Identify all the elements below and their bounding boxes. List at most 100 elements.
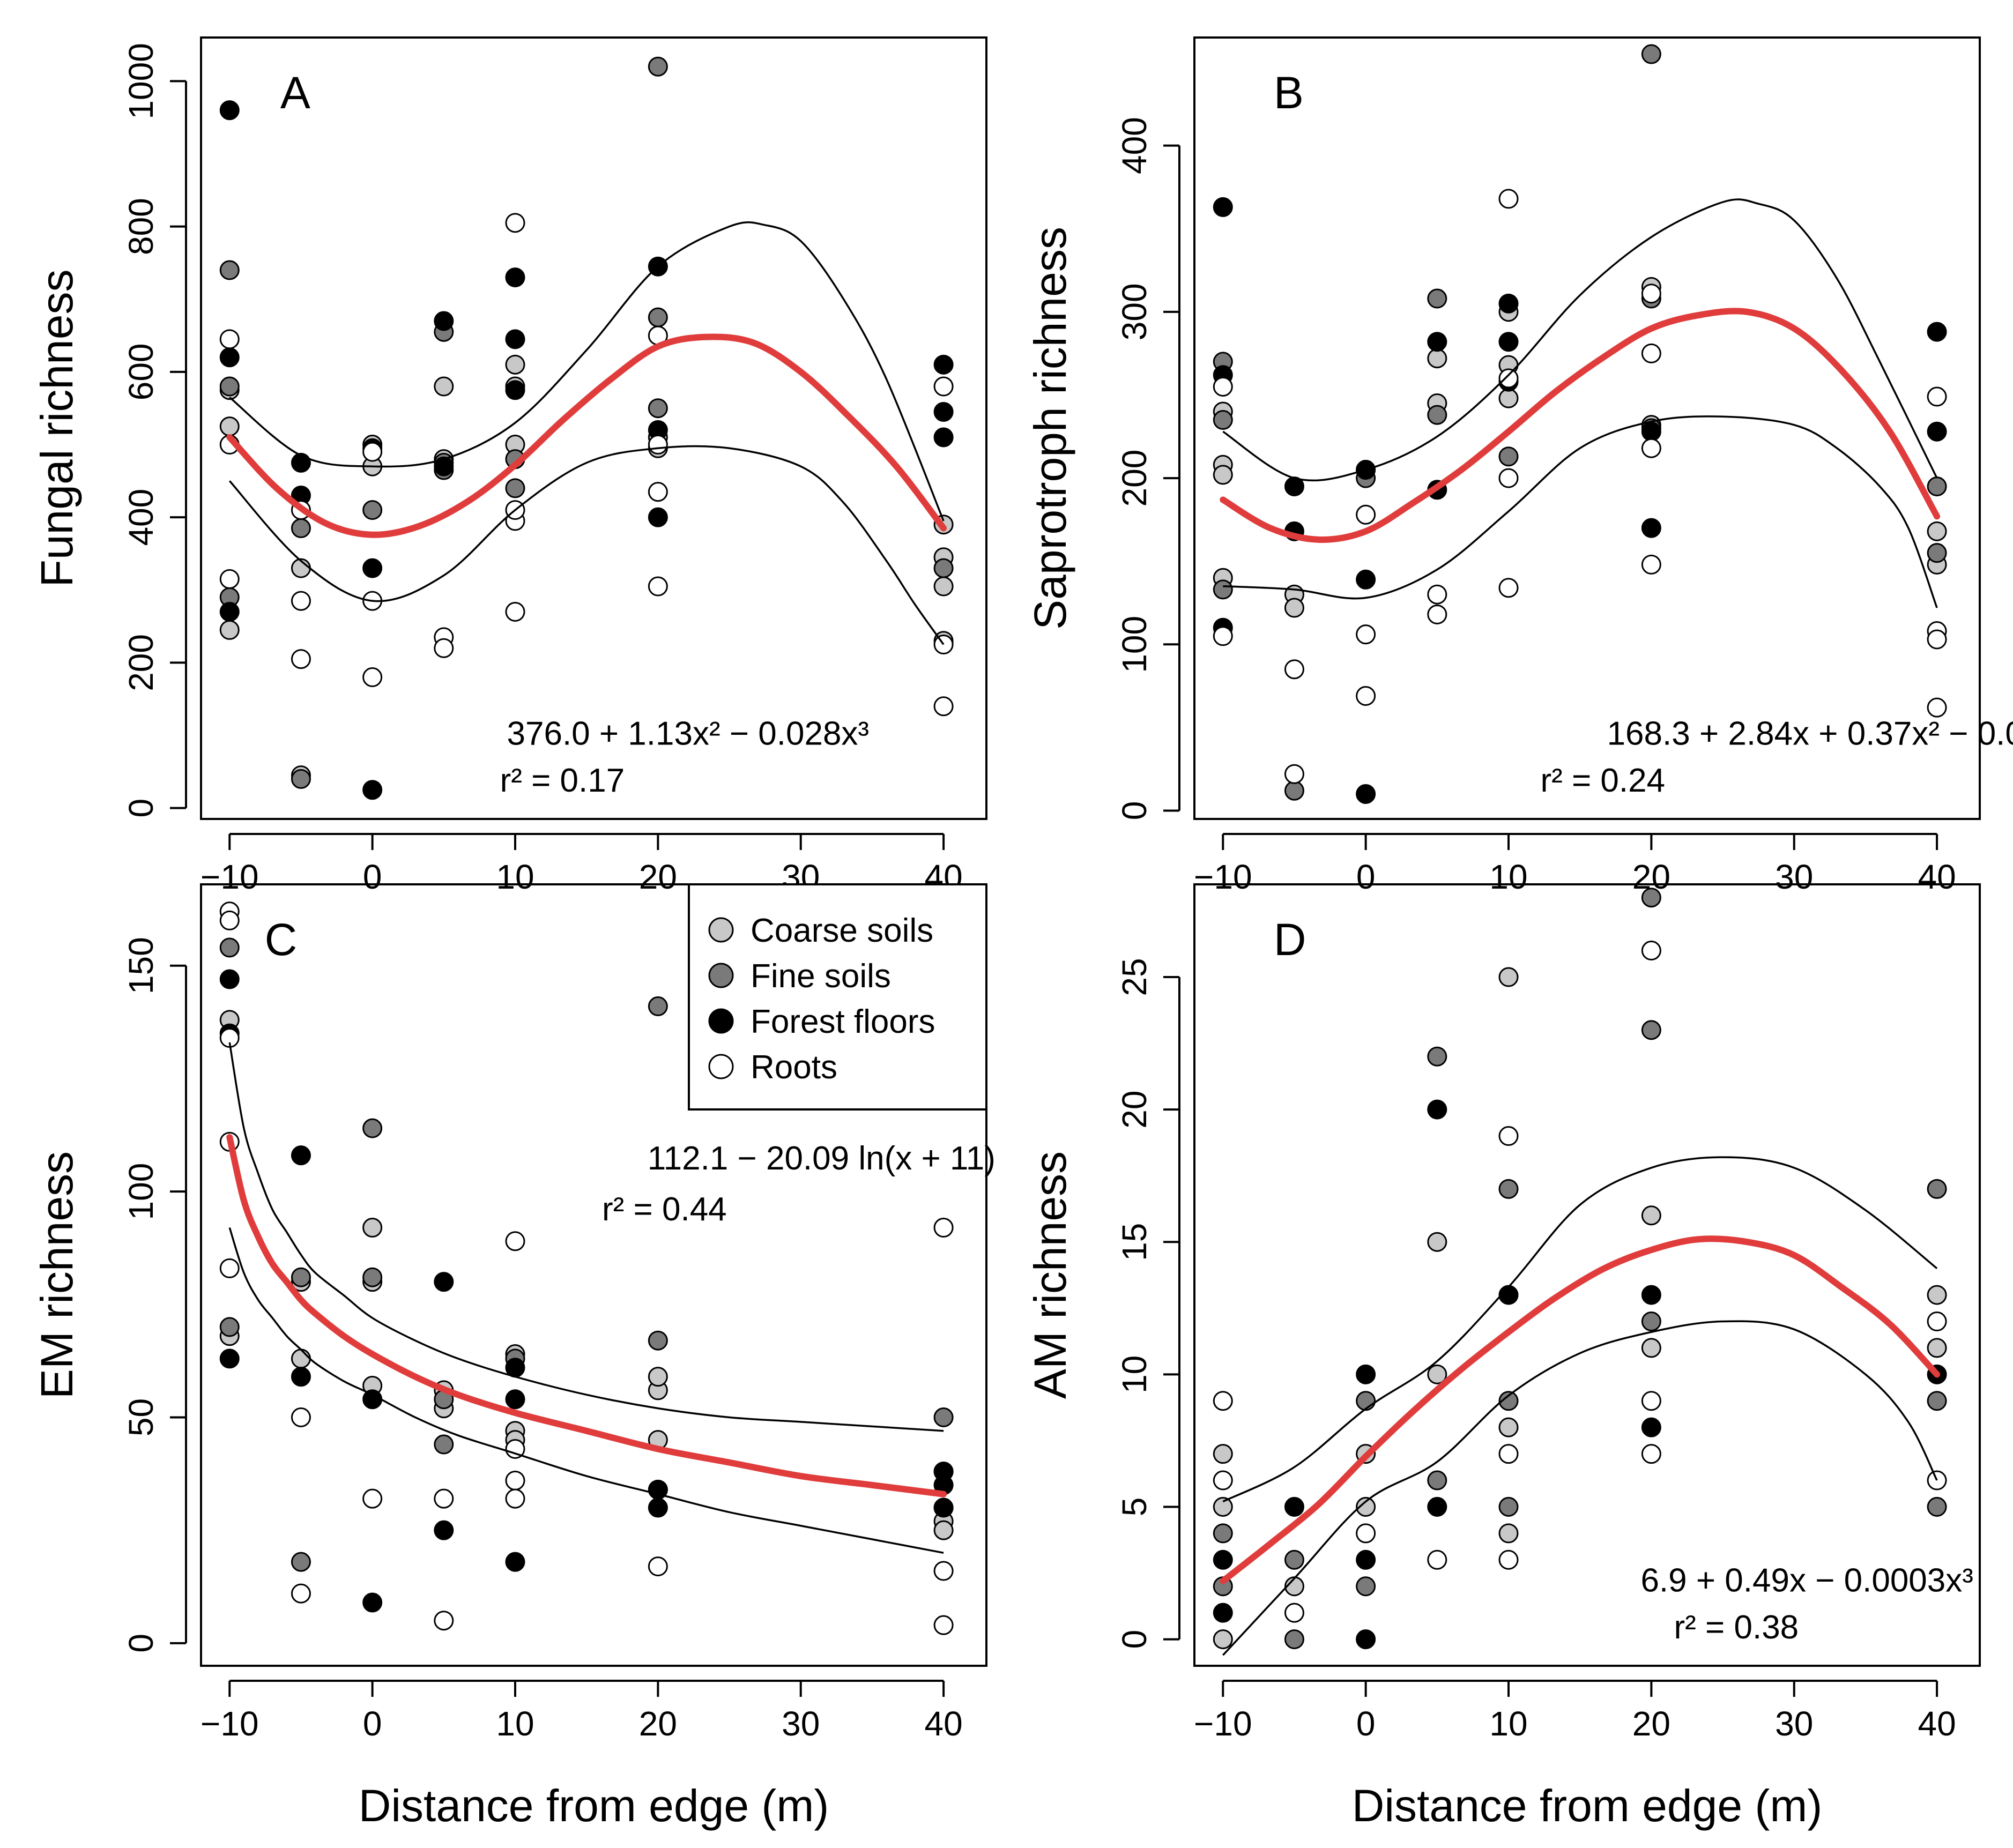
legend-label-forest: Forest floors <box>751 1003 935 1040</box>
y-tick-label: 200 <box>1115 450 1154 507</box>
data-point-forest-floors <box>1641 518 1661 538</box>
data-point-roots <box>434 638 454 658</box>
data-point-roots <box>1427 1549 1447 1570</box>
legend: Coarse soils Fine soils Forest floors Roots <box>688 883 987 1111</box>
data-point-fine-soils <box>1641 1020 1661 1040</box>
data-point-forest-floors <box>1356 569 1376 590</box>
data-point-roots <box>1284 659 1304 680</box>
data-point-forest-floors <box>219 100 240 121</box>
x-tick-label: 20 <box>1632 1704 1670 1743</box>
fit-equation: 112.1 − 20.09 ln(x + 11) <box>648 1140 996 1177</box>
data-point-fine-soils <box>1284 1549 1304 1570</box>
data-point-forest-floors <box>505 1389 525 1410</box>
data-point-roots <box>362 667 383 688</box>
data-point-forest-floors <box>1498 332 1519 352</box>
data-point-roots <box>1641 941 1661 961</box>
data-point-forest-floors <box>1927 421 1947 442</box>
data-point-fine-soils <box>1927 1496 1947 1517</box>
data-point-roots <box>434 1611 454 1631</box>
panel-letter: A <box>280 68 310 118</box>
data-point-roots <box>1427 584 1447 605</box>
data-point-forest-floors <box>1498 293 1519 314</box>
data-point-forest-floors <box>505 1552 525 1572</box>
data-point-forest-floors <box>1641 1417 1661 1437</box>
data-point-fine-soils <box>1356 1576 1376 1597</box>
x-tick-label: 40 <box>924 1704 962 1743</box>
data-point-coarse-soils <box>434 376 454 397</box>
data-point-fine-soils <box>219 1317 240 1337</box>
data-point-coarse-soils <box>362 1218 383 1238</box>
data-point-forest-floors <box>434 456 454 476</box>
data-point-forest-floors <box>1284 1496 1304 1517</box>
data-point-roots <box>505 1231 525 1251</box>
data-points <box>219 56 954 800</box>
data-point-fine-soils <box>1641 44 1661 64</box>
data-points <box>1213 44 1947 804</box>
data-point-fine-soils <box>648 996 668 1017</box>
y-tick-label: 0 <box>1115 1630 1154 1649</box>
data-point-fine-soils <box>1213 1523 1233 1544</box>
x-tick-label: −10 <box>1194 1704 1252 1743</box>
data-point-roots <box>362 442 383 462</box>
data-point-coarse-soils <box>505 354 525 375</box>
y-tick-label: 25 <box>1115 958 1154 996</box>
x-tick-label: 10 <box>496 1704 534 1743</box>
data-point-forest-floors <box>362 1389 383 1410</box>
data-point-fine-soils <box>291 518 311 538</box>
data-point-forest-floors <box>933 401 954 422</box>
data-point-roots <box>291 591 311 611</box>
data-point-coarse-soils <box>1927 1338 1947 1358</box>
data-point-forest-floors <box>434 1272 454 1292</box>
data-point-forest-floors <box>1427 1099 1447 1120</box>
data-point-forest-floors <box>1213 197 1233 217</box>
y-axis-title: EM richness <box>32 1151 82 1399</box>
data-point-roots <box>1641 343 1661 363</box>
panel-letter: C <box>265 914 298 965</box>
plot-frame <box>1193 883 1981 1667</box>
data-point-roots <box>505 213 525 233</box>
data-point-roots <box>648 1556 668 1577</box>
y-tick-label: 400 <box>1115 117 1154 174</box>
data-point-forest-floors <box>219 969 240 989</box>
data-point-fine-soils <box>434 1434 454 1455</box>
fit-r-squared: r² = 0.24 <box>1540 762 1665 799</box>
data-point-roots <box>1927 1311 1947 1331</box>
data-point-forest-floors <box>219 1348 240 1369</box>
y-tick-label: 0 <box>1115 801 1154 821</box>
x-axis-title: Distance from edge (m) <box>1352 1780 1823 1831</box>
data-point-roots <box>933 696 954 717</box>
y-tick-label: 100 <box>1115 616 1154 673</box>
data-point-forest-floors <box>1641 421 1661 442</box>
data-point-fine-soils <box>1498 1391 1519 1411</box>
data-point-roots <box>505 1439 525 1459</box>
data-point-roots <box>1356 504 1376 525</box>
data-point-roots <box>933 1561 954 1581</box>
legend-box <box>688 883 987 1111</box>
y-tick-label: 0 <box>122 799 160 818</box>
data-point-roots <box>1213 1391 1233 1411</box>
data-point-forest-floors <box>1356 1549 1376 1570</box>
data-point-forest-floors <box>933 1497 954 1518</box>
data-point-roots <box>1927 697 1947 718</box>
data-point-forest-floors <box>291 1145 311 1166</box>
plot-frame <box>1193 36 1981 820</box>
data-point-fine-soils <box>648 56 668 77</box>
y-tick-label: 300 <box>1115 283 1154 340</box>
fit-r-squared: r² = 0.44 <box>602 1191 727 1228</box>
data-point-roots <box>1356 624 1376 645</box>
data-point-roots <box>1356 1523 1376 1544</box>
data-point-forest-floors <box>362 558 383 578</box>
data-point-fine-soils <box>1498 446 1519 467</box>
data-point-roots <box>648 435 668 455</box>
data-point-roots <box>1356 685 1376 706</box>
data-point-fine-soils <box>1498 1179 1519 1199</box>
x-tick-label: 30 <box>1775 1704 1813 1743</box>
data-point-forest-floors <box>434 311 454 331</box>
data-point-coarse-soils <box>1213 465 1233 485</box>
data-point-roots <box>1284 1603 1304 1623</box>
data-point-forest-floors <box>505 267 525 288</box>
y-tick-label: 100 <box>122 1163 160 1220</box>
data-point-roots <box>648 482 668 502</box>
data-point-roots <box>505 601 525 622</box>
